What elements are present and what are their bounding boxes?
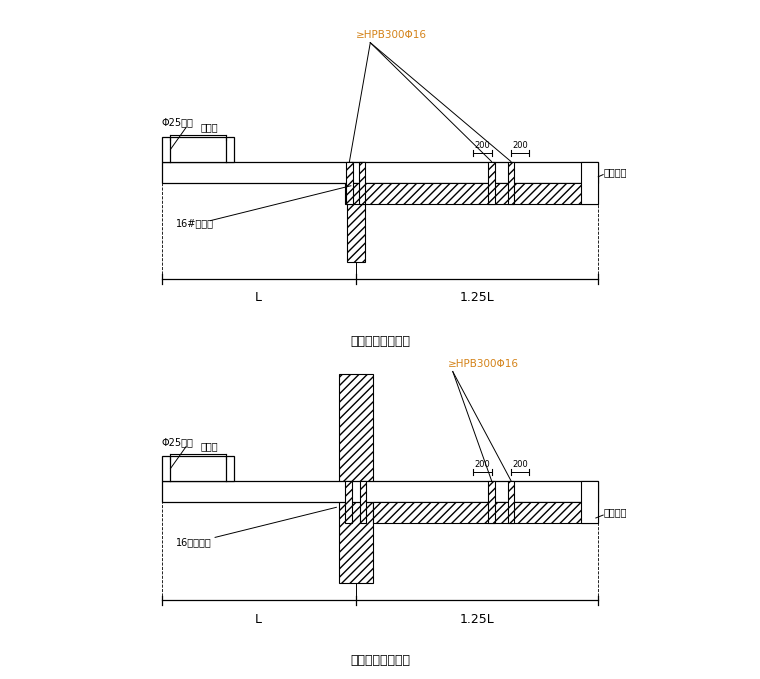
Text: 同架宽: 同架宽 — [201, 122, 218, 132]
Text: ≥HPB300Φ16: ≥HPB300Φ16 — [356, 31, 427, 40]
Text: 木楔塞紧: 木楔塞紧 — [603, 508, 626, 517]
Text: 200: 200 — [512, 141, 528, 150]
Bar — [162, 456, 235, 481]
Bar — [345, 183, 598, 204]
Bar — [508, 481, 514, 523]
Bar — [581, 481, 598, 523]
Bar — [581, 162, 598, 204]
Bar — [162, 481, 598, 502]
Bar — [489, 481, 495, 523]
Text: 200: 200 — [512, 460, 528, 469]
Bar — [162, 162, 598, 183]
Bar — [345, 481, 352, 523]
Text: Φ25钢筋: Φ25钢筋 — [162, 437, 194, 447]
Text: 同架宽: 同架宽 — [201, 441, 218, 452]
Bar — [339, 374, 372, 583]
Text: 1.25L: 1.25L — [460, 612, 494, 625]
Text: 200: 200 — [474, 141, 490, 150]
Text: L: L — [255, 291, 262, 304]
Bar — [372, 502, 598, 523]
Bar — [508, 162, 514, 204]
Text: 16#工字钢: 16#工字钢 — [176, 218, 214, 228]
Text: 200: 200 — [474, 460, 490, 469]
Text: 悬挑钢梁穿墙构造: 悬挑钢梁穿墙构造 — [350, 655, 410, 667]
Text: 悬挑钢梁楼面构造: 悬挑钢梁楼面构造 — [350, 335, 410, 348]
Text: Φ25钢筋: Φ25钢筋 — [162, 117, 194, 128]
Bar — [347, 162, 365, 262]
Text: L: L — [255, 612, 262, 625]
Text: ≥HPB300Φ16: ≥HPB300Φ16 — [448, 359, 519, 369]
Bar — [359, 162, 366, 204]
Bar — [347, 162, 353, 204]
Bar — [360, 481, 366, 523]
Text: 木楔塞紧: 木楔塞紧 — [603, 168, 626, 177]
Text: 16号工字钢: 16号工字钢 — [176, 537, 212, 547]
Bar — [162, 137, 235, 162]
Text: 1.25L: 1.25L — [460, 291, 494, 304]
Bar — [489, 162, 495, 204]
